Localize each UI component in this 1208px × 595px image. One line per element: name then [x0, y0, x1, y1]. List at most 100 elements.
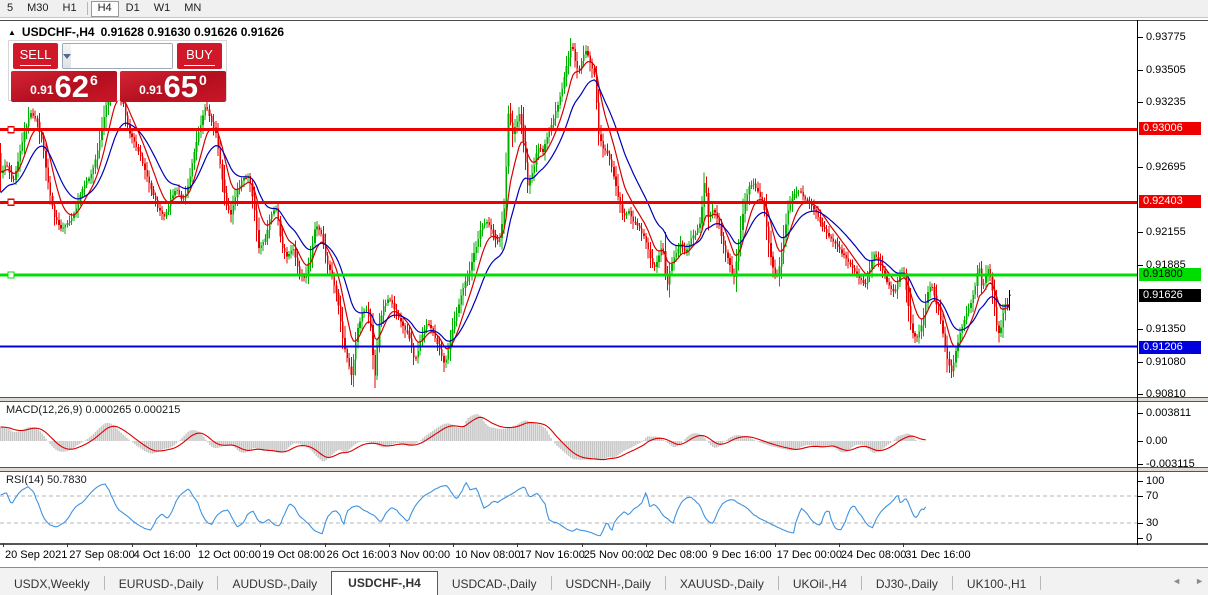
symbol-tab-audusd-daily[interactable]: AUDUSD-,Daily — [232, 577, 318, 591]
timeframe-button-mn[interactable]: MN — [184, 2, 202, 14]
price-tick-label: 0.90810 — [1146, 388, 1186, 400]
axis-tick — [1137, 167, 1143, 168]
rsi-pane-splitter[interactable] — [0, 467, 1208, 472]
tab-separator — [1040, 576, 1042, 590]
trade-panel-controls: SELL BUY — [13, 43, 222, 69]
macd-pane-splitter[interactable] — [0, 397, 1208, 402]
price-tick-label: 0.92695 — [1146, 161, 1186, 173]
macd-indicator-pane[interactable] — [0, 402, 1137, 467]
time-axis-tick — [774, 543, 776, 547]
rsi-pane-bottom-border — [0, 543, 1208, 545]
time-axis[interactable]: 20 Sep 2021 27 Sep 08:00 4 Oct 16:00 12 Oct… — [0, 543, 1208, 567]
line-handle-icon[interactable] — [7, 271, 15, 279]
time-axis-label: 12 Oct 00:00 — [197, 549, 261, 561]
time-axis-tick — [710, 543, 712, 547]
time-axis-tick — [67, 543, 69, 547]
triangle-down-icon — [63, 53, 71, 59]
symbol-tab-usdchf-h4[interactable]: USDCHF-,H4 — [331, 571, 438, 595]
time-axis-tick — [903, 543, 905, 547]
volume-decrease-button[interactable] — [63, 44, 71, 68]
timeframe-button-5[interactable]: 5 — [7, 2, 14, 14]
axis-tick — [1137, 37, 1143, 38]
chart-header: ▲ USDCHF-,H4 0.91628 0.91630 0.91626 0.9… — [8, 25, 284, 39]
time-axis-label: 25 Nov 00:00 — [583, 549, 650, 561]
time-axis-tick — [324, 543, 326, 547]
collapse-icon[interactable]: ▲ — [8, 27, 16, 37]
toolbar-separator — [86, 2, 88, 15]
axis-tick — [1137, 102, 1143, 103]
axis-tick — [1137, 441, 1143, 442]
tab-separator — [860, 576, 862, 590]
axis-tick — [1137, 413, 1143, 414]
time-axis-label: 9 Dec 16:00 — [712, 549, 772, 561]
symbol-tab-xauusd-daily[interactable]: XAUUSD-,Daily — [679, 577, 764, 591]
price-line-label: 0.93006 — [1139, 122, 1201, 135]
rsi-indicator-pane[interactable] — [0, 472, 1137, 543]
price-tick-label: 0.93775 — [1146, 31, 1186, 43]
chart-ohlc-values: 0.91628 0.91630 0.91626 0.91626 — [100, 25, 285, 39]
time-axis-label: 3 Nov 00:00 — [390, 549, 451, 561]
symbol-tab-eurusd-daily[interactable]: EURUSD-,Daily — [118, 577, 204, 591]
rsi-axis-label: 100 — [1146, 475, 1165, 487]
timeframe-button-w1[interactable]: W1 — [153, 2, 171, 14]
ask-price-button[interactable]: 0.91 65 0 — [120, 71, 226, 102]
symbol-tab-uk100-h1[interactable]: UK100-,H1 — [966, 577, 1027, 591]
axis-tick — [1137, 70, 1143, 71]
tab-separator — [217, 576, 219, 590]
macd-axis-label: 0.003811 — [1146, 407, 1192, 419]
rsi-axis-label: 70 — [1146, 490, 1159, 502]
buy-button[interactable]: BUY — [177, 43, 222, 69]
symbol-tab-usdx-weekly[interactable]: USDX,Weekly — [14, 577, 90, 591]
bid-pip-digit: 6 — [90, 72, 98, 88]
chart-symbol-label: USDCHF-,H4 — [21, 25, 95, 39]
axis-tick — [1137, 523, 1143, 524]
tab-scroll-buttons: ◄ ► — [1172, 576, 1204, 586]
symbol-tab-dj30-daily[interactable]: DJ30-,Daily — [875, 577, 938, 591]
time-axis-tick — [3, 543, 4, 547]
price-tick-label: 0.93505 — [1146, 64, 1186, 76]
tab-separator — [951, 576, 953, 590]
axis-tick — [1137, 329, 1143, 330]
price-line-label: 0.91800 — [1139, 268, 1201, 281]
one-click-trading-panel: SELL BUY 0.91 62 6 0.91 65 0 — [8, 40, 227, 102]
rsi-label: RSI(14) 50.7830 — [6, 474, 87, 486]
symbol-tab-bar: USDX,Weekly EURUSD-,Daily AUDUSD-,Daily USD… — [0, 567, 1208, 595]
price-tick-label: 0.92155 — [1146, 226, 1186, 238]
time-axis-label: 10 Nov 08:00 — [455, 549, 521, 561]
symbol-tab-usdcnh-daily[interactable]: USDCNH-,Daily — [565, 577, 651, 591]
rsi-axis-label: 0 — [1146, 532, 1153, 544]
axis-tick — [1137, 464, 1143, 465]
axis-tick — [1137, 362, 1143, 363]
symbol-tab-usdcad-daily[interactable]: USDCAD-,Daily — [451, 577, 537, 591]
time-axis-tick — [581, 543, 583, 547]
timeframe-button-m30[interactable]: M30 — [27, 2, 49, 14]
tab-scroll-left-icon[interactable]: ◄ — [1172, 576, 1182, 586]
axis-tick — [1137, 496, 1143, 497]
price-tick-label: 0.91080 — [1146, 356, 1186, 368]
symbol-tab-ukoil-h4[interactable]: UKOil-,H4 — [792, 577, 847, 591]
price-line-label: 0.91626 — [1139, 289, 1201, 302]
moving-average-line — [0, 60, 1010, 350]
volume-input[interactable] — [71, 44, 172, 68]
time-axis-label: 31 Dec 16:00 — [905, 549, 971, 561]
price-axis-divider — [1137, 20, 1138, 545]
time-axis-label: 26 Oct 16:00 — [326, 549, 390, 561]
timeframe-button-h4[interactable]: H4 — [90, 0, 119, 17]
tab-scroll-right-icon[interactable]: ► — [1195, 576, 1204, 586]
tab-separator — [777, 576, 779, 590]
timeframe-button-d1[interactable]: D1 — [125, 2, 140, 14]
timeframe-button-h1[interactable]: H1 — [62, 2, 77, 14]
ask-big-digits: 65 — [163, 69, 199, 104]
time-axis-tick — [646, 543, 647, 547]
time-axis-label: 27 Sep 08:00 — [69, 549, 135, 561]
bid-price-button[interactable]: 0.91 62 6 — [11, 71, 117, 102]
axis-tick — [1137, 481, 1143, 482]
macd-axis-label: 0.00 — [1146, 435, 1168, 447]
time-axis-tick — [260, 543, 262, 547]
line-handle-icon[interactable] — [7, 126, 15, 134]
time-axis-tick — [453, 543, 455, 547]
line-handle-icon[interactable] — [7, 198, 15, 206]
price-tick-label: 0.91350 — [1146, 323, 1186, 335]
sell-button[interactable]: SELL — [13, 43, 58, 69]
